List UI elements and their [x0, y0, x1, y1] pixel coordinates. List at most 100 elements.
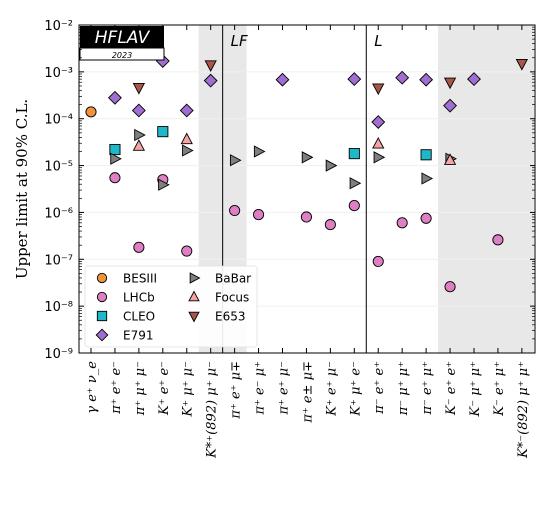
region-label: L	[374, 32, 382, 50]
x-tick-label: π⁺ e⁺ e⁻	[109, 361, 124, 415]
point-e653	[515, 58, 529, 71]
x-tick-label: K⁻ μ⁺ μ⁺	[468, 361, 483, 417]
y-tick-label: 10⁻³	[44, 66, 73, 81]
point-lhcb	[229, 204, 241, 217]
point-cleo	[348, 148, 360, 160]
shaded-band	[438, 25, 534, 353]
y-tick-label: 10⁻⁷	[44, 253, 73, 268]
point-e791	[419, 72, 434, 87]
point-e791	[467, 72, 481, 87]
x-tick-label: γ e⁺ ν_e	[85, 361, 100, 414]
x-tick-label: K*⁻(892) μ⁺ μ⁺	[516, 361, 531, 459]
x-tick-label: π⁺ e⁻ μ⁺	[253, 361, 268, 416]
data-points	[85, 54, 529, 293]
hflav-logo: HFLAV 2023	[79, 26, 165, 61]
point-babar	[421, 172, 434, 185]
y-axis-ticks: 10⁻⁹ 10⁻⁸ 10⁻⁷ 10⁻⁶ 10⁻⁵ 10⁻⁴ 10⁻³ 10⁻²	[44, 19, 535, 362]
x-tick-label: K⁺ μ⁺ e⁻	[348, 361, 363, 417]
point-e653	[132, 83, 146, 95]
y-tick-label: 10⁻⁵	[44, 160, 73, 175]
x-tick-label: π⁺ μ⁺ μ⁻	[133, 361, 148, 416]
x-tick-label: π⁻ μ⁺ μ⁺	[396, 361, 411, 416]
x-tick-label: K⁺ e⁺ μ⁻	[324, 361, 339, 417]
x-axis-ticks: γ e⁺ ν_e π⁺ e⁺ e⁻ π⁺ μ⁺ μ⁻ K⁺ e⁺ e⁻ K⁺ μ⁺ μ⁻…	[85, 25, 531, 459]
region-labels: LF L	[231, 32, 383, 50]
point-lhcb	[492, 234, 504, 246]
x-tick-label: π⁺ e⁺ μ∓	[229, 361, 244, 420]
point-lhcb	[181, 245, 193, 257]
point-e791	[443, 98, 457, 113]
point-lhcb	[300, 211, 312, 223]
point-babar	[301, 151, 314, 164]
logo-white-box	[79, 47, 165, 61]
legend-marker-babar	[189, 272, 201, 284]
point-lhcb	[444, 281, 456, 293]
point-cleo	[420, 149, 432, 161]
point-focus	[372, 136, 385, 149]
legend-label-focus: Focus	[215, 291, 249, 305]
point-babar	[253, 145, 266, 158]
legend-marker-cleo	[96, 310, 108, 322]
point-lhcb	[420, 212, 432, 224]
y-tick-label: 10⁻⁹	[44, 347, 73, 362]
legend: BESIII LHCb CLEO E791 BaBar Focus E653	[84, 265, 258, 348]
point-e791	[108, 90, 122, 105]
point-babar	[182, 144, 194, 157]
point-lhcb	[372, 255, 384, 267]
x-tick-label: π⁻ e⁺ e⁺	[372, 361, 387, 415]
legend-label-besiii: BESIII	[123, 272, 157, 286]
legend-label-cleo: CLEO	[123, 310, 155, 324]
legend-label-e791: E791	[123, 329, 154, 343]
legend-marker-lhcb	[96, 291, 108, 303]
point-focus	[180, 132, 193, 145]
region-label: LF	[231, 32, 248, 50]
point-babar	[134, 128, 146, 142]
point-e653	[443, 77, 457, 90]
point-e791	[275, 72, 290, 87]
point-lhcb	[348, 200, 360, 212]
legend-box	[84, 265, 258, 348]
legend-label-e653: E653	[215, 310, 246, 324]
point-babar	[229, 154, 242, 167]
y-tick-label: 10⁻⁴	[44, 113, 73, 128]
y-tick-label: 10⁻²	[44, 19, 73, 34]
point-e791	[347, 72, 362, 87]
point-lhcb	[133, 241, 145, 253]
x-tick-label: K⁻ e⁺ μ⁺	[492, 361, 507, 417]
point-e791	[371, 115, 386, 129]
legend-label-babar: BaBar	[215, 272, 251, 286]
y-axis-label: Upper limit at 90% C.L.	[13, 99, 31, 279]
x-tick-label: π⁺ e⁺ μ⁻	[276, 361, 291, 416]
point-e791	[203, 73, 218, 88]
point-focus	[443, 153, 457, 165]
point-babar	[110, 152, 122, 165]
logo-year: 2023	[112, 51, 132, 60]
point-lhcb	[396, 217, 408, 229]
x-tick-label: K⁻ e⁺ e⁺	[444, 361, 459, 416]
point-lhcb	[109, 172, 121, 184]
point-babar	[158, 178, 170, 191]
x-tick-label: π⁻ e⁺ μ⁺	[420, 361, 435, 416]
point-cleo	[109, 143, 121, 156]
logo-black-box	[80, 26, 164, 48]
point-babar	[373, 151, 386, 164]
x-tick-label: K⁺ μ⁺ μ⁻	[181, 361, 196, 417]
x-tick-label: K⁺ e⁺ e⁻	[157, 361, 172, 416]
point-lhcb	[253, 209, 265, 221]
point-cleo	[157, 126, 169, 138]
point-e791	[131, 103, 146, 118]
point-babar	[325, 159, 338, 172]
legend-marker-e653	[188, 311, 200, 323]
point-besiii	[85, 106, 97, 118]
legend-marker-focus	[188, 290, 200, 302]
point-lhcb	[324, 219, 336, 231]
point-e653	[204, 60, 217, 72]
point-focus	[132, 139, 146, 151]
plot-frame	[78, 24, 536, 354]
point-e791	[179, 103, 194, 118]
legend-marker-e791	[95, 328, 109, 342]
logo-title: HFLAV	[95, 28, 151, 48]
x-tick-label: K*⁺(892) μ⁺ μ⁻	[205, 361, 220, 459]
